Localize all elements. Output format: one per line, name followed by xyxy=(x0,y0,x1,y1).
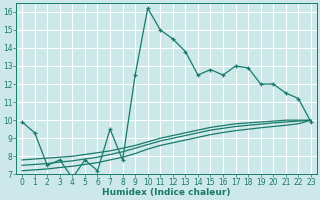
X-axis label: Humidex (Indice chaleur): Humidex (Indice chaleur) xyxy=(102,188,231,197)
